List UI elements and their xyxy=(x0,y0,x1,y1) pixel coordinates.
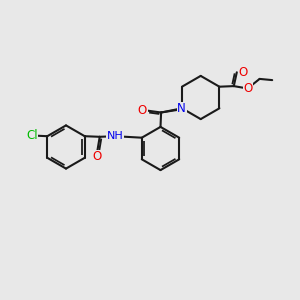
Text: O: O xyxy=(243,82,253,95)
Text: NH: NH xyxy=(107,131,124,141)
Text: O: O xyxy=(138,104,147,117)
Text: O: O xyxy=(238,66,248,79)
Text: N: N xyxy=(177,102,186,116)
Text: O: O xyxy=(93,150,102,163)
Text: Cl: Cl xyxy=(26,129,38,142)
